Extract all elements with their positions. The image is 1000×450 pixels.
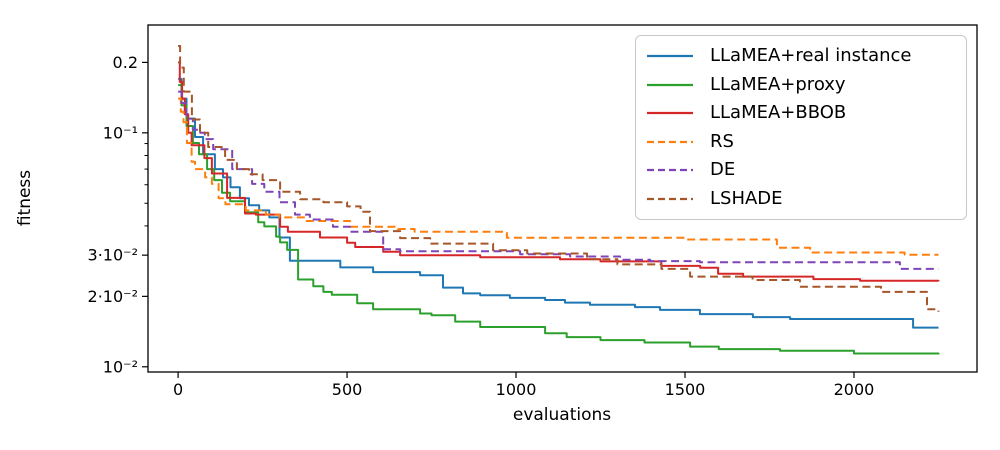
legend-swatch-de bbox=[647, 169, 693, 172]
legend-swatch-rs bbox=[647, 140, 693, 143]
legend-swatch-llamea-real-instance bbox=[647, 55, 693, 58]
plot-box bbox=[147, 24, 978, 373]
y-axis-ticks: 0.2 10⁻¹ 3·10⁻² 2·10⁻² 10⁻² bbox=[88, 53, 148, 376]
x-axis-label: evaluations bbox=[513, 405, 611, 425]
series-lines bbox=[178, 45, 940, 355]
x-axis-ticks: 0 500 1000 1500 2000 bbox=[173, 372, 874, 399]
legend-label-lshade: LSHADE bbox=[710, 187, 783, 209]
legend-item-llamea-bbob: LLaMEA+BBOB bbox=[644, 99, 966, 127]
x-tick-label-500: 500 bbox=[332, 380, 363, 399]
series-line-llamea-bbob bbox=[178, 61, 940, 282]
x-tick-label-2000: 2000 bbox=[834, 380, 875, 399]
legend-item-llamea-real-instance: LLaMEA+real instance bbox=[644, 42, 966, 70]
series-line-llamea-proxy bbox=[178, 84, 940, 355]
legend-label-rs: RS bbox=[710, 130, 734, 152]
y-axis-label: fitness bbox=[15, 170, 35, 226]
series-line-rs bbox=[178, 97, 939, 256]
legend-swatch-llamea-proxy bbox=[647, 83, 693, 86]
y-tick-label-0-2: 0.2 bbox=[113, 53, 138, 72]
legend-swatch-llamea-bbob bbox=[647, 112, 693, 115]
series-line-llamea-real-instance bbox=[178, 77, 939, 329]
x-tick-label-1000: 1000 bbox=[496, 380, 537, 399]
legend-item-llamea-proxy: LLaMEA+proxy bbox=[644, 71, 966, 99]
y-tick-label-10: 10⁻¹ bbox=[103, 123, 138, 142]
plot-area: 0 500 1000 1500 2000 0.2 10⁻¹ 3·10⁻² 2·10⁻² 10⁻² bbox=[88, 24, 978, 399]
legend: LLaMEA+real instance LLaMEA+proxy LLaMEA+B… bbox=[635, 35, 967, 220]
legend-item-de: DE bbox=[644, 156, 966, 184]
legend-label-llamea-real-instance: LLaMEA+real instance bbox=[710, 45, 912, 67]
x-tick-label-1500: 1500 bbox=[665, 380, 706, 399]
legend-label-llamea-proxy: LLaMEA+proxy bbox=[710, 73, 846, 95]
legend-label-de: DE bbox=[710, 159, 736, 181]
x-tick-label-0: 0 bbox=[173, 380, 183, 399]
legend-item-rs: RS bbox=[644, 128, 966, 156]
legend-swatch-lshade bbox=[647, 197, 693, 200]
y-tick-label-3-10: 3·10⁻² bbox=[88, 246, 138, 265]
legend-item-lshade: LSHADE bbox=[644, 185, 966, 213]
y-tick-label-2-10: 2·10⁻² bbox=[88, 287, 138, 306]
legend-label-llamea-bbob: LLaMEA+BBOB bbox=[710, 102, 847, 124]
y-tick-label-10: 10⁻² bbox=[103, 357, 138, 376]
